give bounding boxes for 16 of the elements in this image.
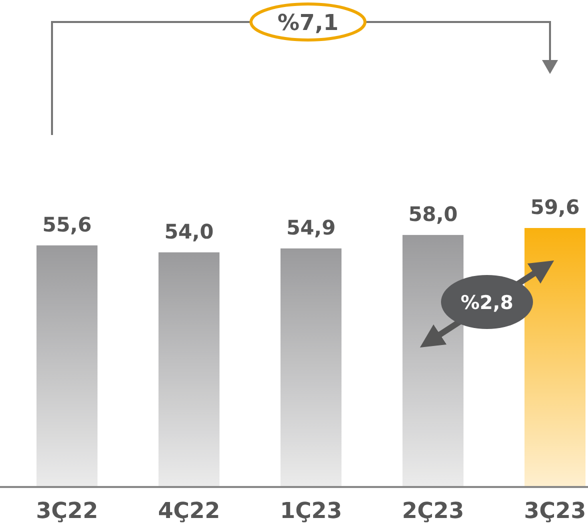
x-tick-label: 3Ç23 [524, 499, 586, 524]
x-tick-label: 3Ç22 [36, 499, 98, 524]
data-label: 54,9 [286, 215, 336, 240]
bar [524, 228, 586, 487]
data-label: 55,6 [42, 212, 92, 236]
data-label: 59,6 [530, 195, 580, 219]
x-tick-label: 1Ç23 [280, 499, 342, 524]
bar [280, 248, 342, 487]
annotation: %2,8 [460, 292, 514, 314]
bar [158, 252, 220, 487]
x-tick-label: 4Ç22 [158, 499, 220, 524]
data-label: 54,0 [164, 219, 214, 244]
x-tick-label: 2Ç23 [402, 499, 464, 524]
data-label: 58,0 [408, 202, 458, 226]
text: %7,1 [277, 11, 339, 36]
bar [36, 245, 98, 487]
